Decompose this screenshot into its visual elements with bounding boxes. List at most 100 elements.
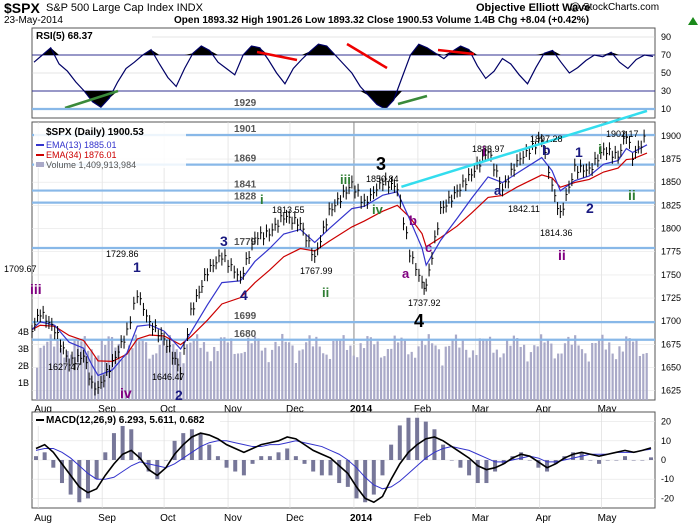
volume-bar <box>431 343 434 400</box>
volume-bar <box>485 340 488 400</box>
ema34-line <box>31 152 648 362</box>
macd-histogram-bar <box>51 460 56 468</box>
date: 23-May-2014 <box>4 15 63 26</box>
macd-x-tick-label: Aug <box>34 513 52 524</box>
wave-label: iii <box>340 172 351 187</box>
volume-bar <box>155 353 158 400</box>
macd-histogram-bar <box>146 460 151 472</box>
volume-bar <box>454 334 458 400</box>
volume-bar <box>352 355 355 400</box>
volume-bar <box>628 338 631 400</box>
volume-bar <box>591 342 594 400</box>
volume-bar <box>478 338 481 400</box>
wave-label: ii <box>558 247 566 263</box>
volume-bar <box>240 353 243 400</box>
price-value-label: 1897.28 <box>530 134 563 144</box>
volume-bar <box>301 349 304 400</box>
macd-tick-label: -20 <box>661 493 674 503</box>
volume-bar <box>427 334 430 400</box>
volume-bar <box>80 341 83 400</box>
volume-bar <box>209 361 212 400</box>
wave-label: b <box>409 213 417 228</box>
volume-bar <box>87 350 90 400</box>
volume-bar <box>233 353 236 400</box>
macd-tick-label: 0 <box>661 455 666 465</box>
macd-histogram-bar <box>319 460 324 476</box>
ema34-legend: EMA(34) 1876.01 <box>46 150 117 160</box>
macd-histogram-bar <box>302 460 307 464</box>
volume-bar <box>390 348 393 400</box>
wave-label: i <box>260 192 264 207</box>
volume-bar <box>533 345 536 400</box>
macd-histogram-bar <box>224 460 229 468</box>
volume-bar <box>90 349 93 400</box>
volume-bar <box>345 349 349 400</box>
volume-bar <box>407 354 410 400</box>
macd-x-tick-label: May <box>598 513 617 524</box>
macd-histogram-bar <box>34 456 38 460</box>
macd-histogram-bar <box>545 460 550 472</box>
volume-bar <box>144 342 148 400</box>
volume-bar <box>274 341 277 400</box>
price-x-tick-label: Feb <box>414 404 432 415</box>
rsi-divergence-line <box>256 50 298 62</box>
volume-bar <box>311 346 315 400</box>
price-x-tick-label: 2014 <box>350 404 373 415</box>
macd-tick-label: 20 <box>661 417 671 427</box>
macd-histogram-bar <box>649 457 653 460</box>
macd-histogram-bar <box>259 456 264 460</box>
rsi-divergence-line <box>64 89 119 110</box>
volume-bar <box>410 351 413 400</box>
rsi-tick-label: 50 <box>661 68 671 78</box>
price-legend-title: $SPX (Daily) 1900.53 <box>46 127 144 138</box>
volume-bar <box>83 336 86 400</box>
macd-histogram-bar <box>423 421 428 460</box>
macd-histogram-bar <box>588 460 593 461</box>
description: S&P 500 Large Cap Index INDX <box>46 2 203 14</box>
volume-bar <box>131 348 134 400</box>
volume-bar <box>567 336 570 400</box>
support-level-label: 1869 <box>234 154 257 165</box>
volume-bar <box>618 346 621 400</box>
wave-label: i <box>598 141 602 157</box>
macd-histogram-bar <box>181 433 186 460</box>
wave-label: ii <box>322 285 329 300</box>
volume-bar <box>379 357 383 400</box>
volume-bar <box>543 342 546 400</box>
volume-bar <box>642 353 645 400</box>
trendline <box>401 109 648 189</box>
volume-bar <box>526 361 529 400</box>
volume-bar <box>270 349 274 400</box>
volume-bar <box>580 349 584 400</box>
volume-bar <box>253 336 257 400</box>
rsi-line <box>33 43 654 110</box>
wave-label: b <box>542 142 551 158</box>
volume-bar <box>461 339 464 400</box>
macd-histogram-bar <box>363 460 368 503</box>
volume-bar <box>328 358 332 400</box>
rsi-tick-label: 70 <box>661 50 671 60</box>
volume-bar <box>70 354 73 400</box>
price-value-label: 1883.97 <box>472 144 505 154</box>
support-level-label: 1680 <box>234 329 257 340</box>
volume-bar <box>196 334 199 400</box>
volume-bar <box>206 351 209 400</box>
volume-bar <box>475 355 478 400</box>
volume-bar <box>563 343 567 400</box>
price-tick-label: 1825 <box>661 200 681 210</box>
volume-bar <box>451 340 454 400</box>
macd-histogram-bar <box>605 460 610 461</box>
volume-bar <box>522 344 526 400</box>
macd-histogram-bar <box>527 460 532 461</box>
macd-histogram-bar <box>137 452 142 460</box>
macd-histogram-bar <box>77 460 82 503</box>
brand: Objective Elliott Wave <box>476 2 591 14</box>
volume-bar <box>458 347 461 400</box>
wave-label: ii <box>628 187 636 203</box>
price-value-label: 1814.36 <box>540 228 573 238</box>
macd-histogram-bar <box>536 460 541 468</box>
volume-bar <box>189 342 192 400</box>
volume-bar <box>284 341 287 400</box>
price-tick-label: 1850 <box>661 177 681 187</box>
volume-bar <box>250 343 253 400</box>
